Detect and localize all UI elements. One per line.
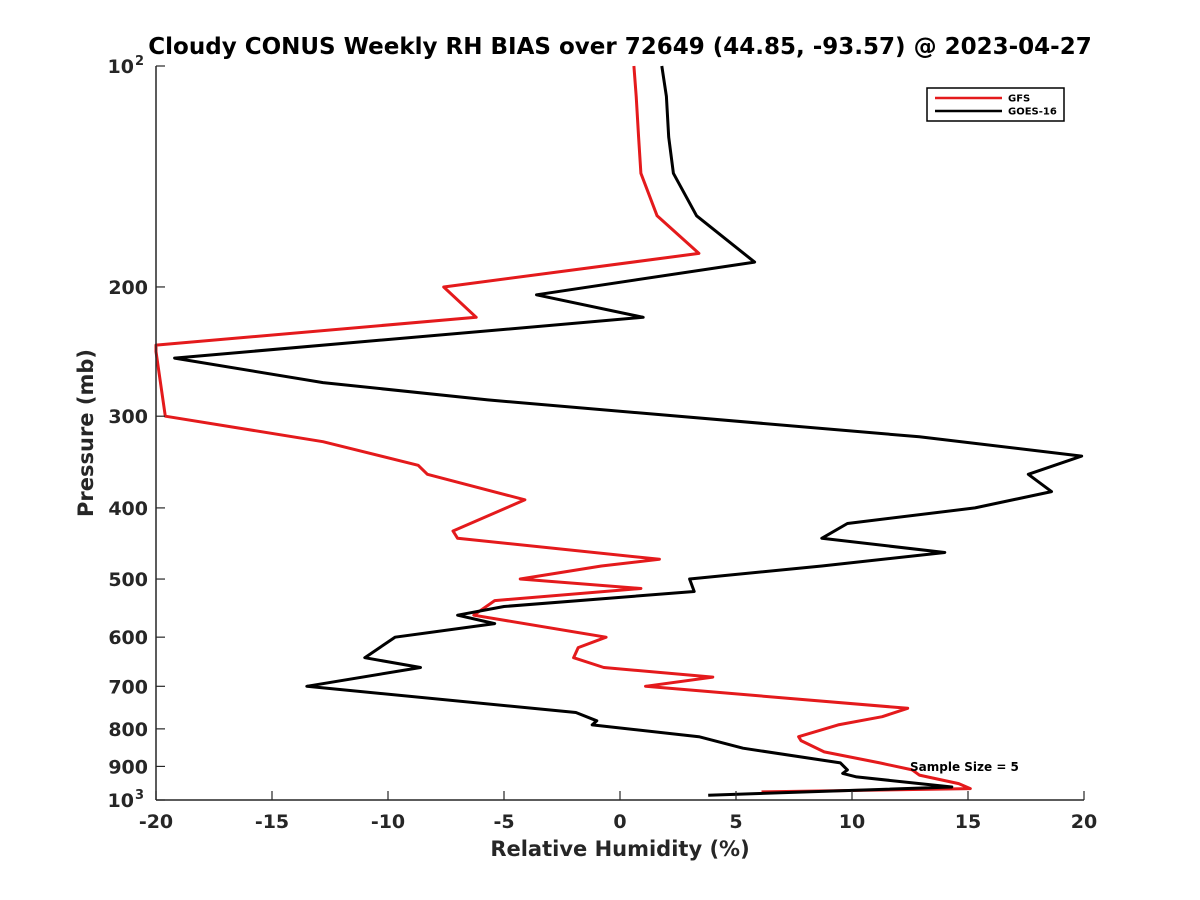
series-layer <box>154 65 1084 797</box>
x-tick-label: 0 <box>613 811 626 833</box>
x-tick-label: -20 <box>139 811 173 833</box>
x-axis-label: Relative Humidity (%) <box>490 837 749 861</box>
legend: GFS GOES-16 <box>926 87 1065 122</box>
legend-box <box>926 87 1065 122</box>
y-tick-exponent: 3 <box>135 788 144 803</box>
legend-entry: GOES-16 <box>1008 107 1057 118</box>
plot-background <box>156 66 1084 800</box>
chart-title: Cloudy CONUS Weekly RH BIAS over 72649 (… <box>148 34 1091 60</box>
y-axis-label: Pressure (mb) <box>74 349 98 517</box>
y-tick-label: 300 <box>108 406 148 428</box>
y-tick-label: 500 <box>108 569 148 591</box>
x-tick-label: 5 <box>729 811 742 833</box>
y-tick-exponent: 2 <box>135 54 144 69</box>
series-line-goes16 <box>173 65 1084 797</box>
x-tick-label: 10 <box>839 811 865 833</box>
legend-entry: GFS <box>1008 94 1030 105</box>
y-tick-label: 800 <box>108 719 148 741</box>
y-tick-label: 10 <box>108 56 134 78</box>
x-tick-label: -5 <box>493 811 514 833</box>
x-tick-label: -10 <box>371 811 405 833</box>
sample-size-annotation: Sample Size = 5 <box>910 760 1019 774</box>
y-tick-label: 400 <box>108 498 148 520</box>
series-line-gfs <box>154 65 972 794</box>
y-tick-label: 600 <box>108 627 148 649</box>
y-tick-label: 200 <box>108 277 148 299</box>
x-tick-label: -15 <box>255 811 289 833</box>
plot-area <box>156 66 1084 800</box>
y-tick-label: 900 <box>108 756 148 778</box>
y-tick-label: 700 <box>108 676 148 698</box>
y-tick-label: 10 <box>108 790 134 812</box>
x-tick-label: 15 <box>955 811 981 833</box>
x-tick-label: 20 <box>1071 811 1097 833</box>
